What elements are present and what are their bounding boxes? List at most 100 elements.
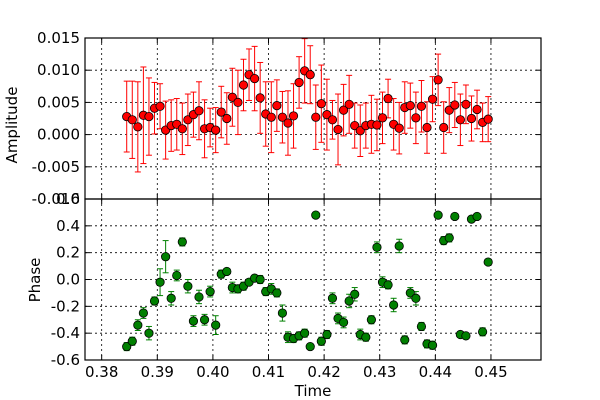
amplitude-data-point xyxy=(127,115,137,125)
amplitude-data-point xyxy=(466,113,477,124)
phase-y-tick-label: 0.0 xyxy=(56,271,80,289)
amplitude-data-point xyxy=(277,112,288,122)
amplitude-data-point xyxy=(266,112,276,122)
phase-ticks xyxy=(85,198,541,361)
amplitude-data-point xyxy=(216,107,226,117)
amplitude-data-point xyxy=(444,105,454,115)
phase-y-tick-label: 0.6 xyxy=(56,190,80,208)
phase-data-point xyxy=(300,328,310,338)
amplitude-data-point xyxy=(405,101,415,111)
amplitude-data-point xyxy=(133,122,143,132)
amplitude-y-tick-label: 0.010 xyxy=(37,61,80,79)
amplitude-data-point xyxy=(394,123,404,133)
phase-data-point xyxy=(133,320,143,330)
amplitude-data-point xyxy=(322,110,332,120)
amplitude-data-point xyxy=(327,115,338,125)
phase-data-point xyxy=(366,315,376,325)
phase-data-point xyxy=(372,242,382,252)
phase-y-tick-label: 0.4 xyxy=(56,217,80,235)
amplitude-data-point xyxy=(238,80,249,90)
amplitude-data-point xyxy=(472,104,482,115)
amplitude-data-point xyxy=(250,73,260,84)
phase-data-point xyxy=(305,341,315,352)
phase-data-point xyxy=(177,237,187,247)
phase-data-point xyxy=(444,233,454,243)
phase-data-point xyxy=(222,266,232,277)
amplitude-data-point xyxy=(433,75,443,85)
amplitude-data-point xyxy=(155,101,165,111)
amplitude-data-point xyxy=(411,113,421,123)
amplitude-data-point xyxy=(233,97,243,108)
phase-y-tick-label: -0.6 xyxy=(51,351,80,369)
amplitude-data-point xyxy=(211,125,221,135)
phase-data-point xyxy=(127,336,137,346)
amplitude-data-point xyxy=(316,99,326,109)
phase-y-tick-label: -0.4 xyxy=(51,324,80,342)
phase-data-point xyxy=(450,211,460,222)
phase-tick-labels: 0.38 0.39 0.40 0.41 0.42 0.43 0.44 0.45 -0.6 -0.4… xyxy=(51,190,508,381)
phase-data-point xyxy=(483,257,493,267)
phase-data-point xyxy=(361,332,371,342)
phase-data-point xyxy=(194,292,204,302)
amplitude-data-point xyxy=(288,111,299,121)
amplitude-data-point xyxy=(461,99,471,109)
amplitude-tick-labels: -0.010 -0.005 0.000 0.005 0.010 0.015 xyxy=(32,29,80,208)
amplitude-data-point xyxy=(439,122,449,133)
amplitude-data-point xyxy=(450,100,460,110)
phase-axis-label: Phase xyxy=(26,258,44,303)
amplitude-axis-label: Amplitude xyxy=(3,87,21,164)
x-tick-label: 0.45 xyxy=(474,363,507,381)
amplitude-points xyxy=(122,66,493,136)
phase-data-point xyxy=(255,274,265,285)
amplitude-data-point xyxy=(422,122,432,133)
phase-data-point xyxy=(316,336,326,346)
phase-data-point xyxy=(138,308,148,318)
amplitude-data-point xyxy=(183,115,193,125)
amplitude-data-point xyxy=(383,93,393,104)
x-tick-label: 0.44 xyxy=(419,363,452,381)
phase-data-point xyxy=(433,210,443,220)
phase-data-point xyxy=(400,335,410,345)
phase-data-point xyxy=(149,296,160,306)
amplitude-data-point xyxy=(222,113,232,124)
phase-data-point xyxy=(172,270,182,281)
phase-data-point xyxy=(183,281,193,291)
phase-data-point xyxy=(416,321,427,332)
amplitude-panel: -0.010 -0.005 0.000 0.005 0.010 0.015 Amplitu… xyxy=(3,29,542,208)
amplitude-data-point xyxy=(372,120,382,130)
amplitude-data-point xyxy=(333,124,343,135)
x-tick-label: 0.41 xyxy=(252,363,285,381)
phase-data-point xyxy=(122,341,132,352)
phase-data-point xyxy=(394,241,404,251)
amplitude-y-tick-label: -0.005 xyxy=(32,158,80,176)
phase-data-point xyxy=(472,211,482,222)
amplitude-data-point xyxy=(311,112,321,122)
x-tick-label: 0.39 xyxy=(141,363,174,381)
time-axis-label: Time xyxy=(294,382,332,400)
phase-data-point xyxy=(155,277,165,287)
amplitude-data-point xyxy=(350,120,360,131)
amplitude-data-point xyxy=(427,94,438,104)
x-tick-label: 0.43 xyxy=(363,363,396,381)
amplitude-data-point xyxy=(294,77,304,88)
amplitude-data-point xyxy=(283,118,293,128)
amplitude-y-tick-label: 0.015 xyxy=(37,29,80,47)
phase-points xyxy=(122,210,493,352)
amplitude-ticks xyxy=(85,37,541,200)
phase-data-point xyxy=(322,329,332,340)
phase-data-point xyxy=(478,327,488,337)
x-tick-label: 0.40 xyxy=(196,363,229,381)
phase-data-point xyxy=(199,315,210,325)
phase-data-point xyxy=(161,252,171,262)
phase-data-point xyxy=(338,317,349,328)
phase-data-point xyxy=(205,286,215,297)
amplitude-data-point xyxy=(144,111,154,122)
amplitude-y-tick-label: 0.000 xyxy=(37,126,80,144)
phase-data-point xyxy=(211,320,221,330)
amplitude-data-point xyxy=(455,115,465,125)
phase-data-point xyxy=(277,308,288,318)
phase-data-point xyxy=(144,328,154,338)
phase-data-point xyxy=(427,340,438,350)
phase-data-point xyxy=(405,288,415,298)
amplitude-data-point xyxy=(305,70,315,80)
